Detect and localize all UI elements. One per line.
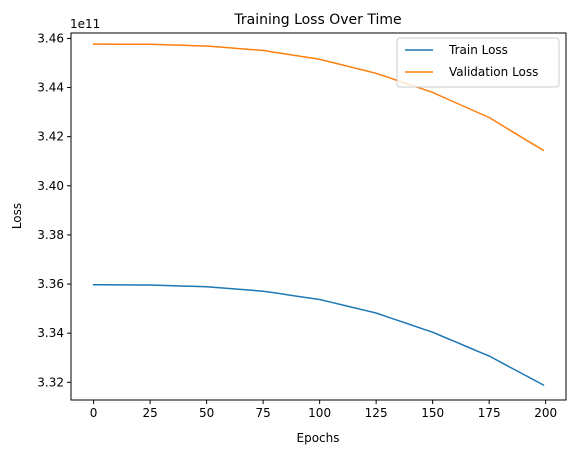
y-tick-label: 3.36 [37,277,64,291]
x-tick-label: 200 [534,406,557,420]
legend-label: Validation Loss [449,65,538,79]
y-offset-mantissa: 1e [70,17,85,31]
y-offset-exponent: 11 [85,17,100,31]
x-tick-label: 125 [365,406,388,420]
x-axis-label: Epochs [297,431,340,445]
y-tick-label: 3.44 [37,81,64,95]
series-line-train-loss [94,285,544,385]
chart-title: Training Loss Over Time [233,12,401,28]
x-tick-label: 50 [199,406,214,420]
y-tick-label: 3.42 [37,130,64,144]
x-axis: 0 25 50 75 100 125 150 175 200 [90,400,557,420]
x-tick-label: 100 [308,406,331,420]
x-tick-label: 150 [421,406,444,420]
y-offset-label: 1e11 [70,17,100,31]
y-tick-label: 3.34 [37,326,64,340]
plot-area [94,44,544,385]
y-tick-label: 3.38 [37,228,64,242]
y-axis-label: Loss [10,203,24,229]
plot-frame [71,33,566,400]
legend-label: Train Loss [448,43,508,57]
x-tick-label: 175 [478,406,501,420]
x-tick-label: 0 [90,406,98,420]
x-tick-label: 25 [142,406,157,420]
legend: Train Loss Validation Loss [397,38,559,87]
y-tick-label: 3.40 [37,179,64,193]
x-tick-label: 75 [255,406,270,420]
y-tick-label: 3.46 [37,31,64,45]
y-axis: 3.32 3.34 3.36 3.38 3.40 3.42 3.44 3.46 [37,31,71,389]
y-tick-label: 3.32 [37,375,64,389]
